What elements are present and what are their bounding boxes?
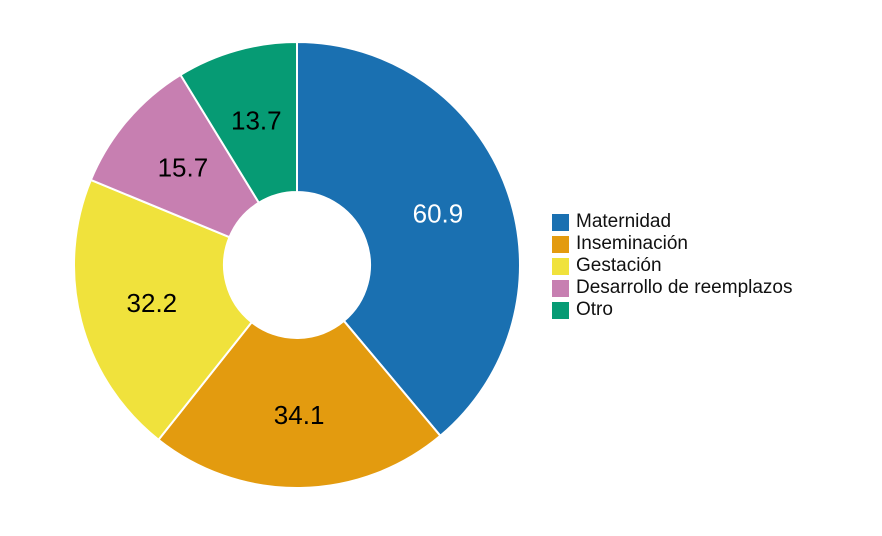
legend-label: Otro bbox=[576, 299, 613, 320]
slice-value-label: 60.9 bbox=[413, 199, 464, 229]
legend-item-maternidad: Maternidad bbox=[552, 211, 793, 232]
legend-swatch bbox=[552, 213, 569, 231]
pie-slice-gestacion bbox=[73, 178, 253, 441]
legend-swatch bbox=[552, 257, 569, 275]
slice-value-label: 34.1 bbox=[274, 400, 325, 430]
pie-slice-maternidad bbox=[296, 41, 521, 437]
slice-value-label: 32.2 bbox=[127, 288, 178, 318]
legend-swatch bbox=[552, 235, 569, 253]
slice-value-label: 15.7 bbox=[158, 153, 209, 183]
legend-label: Maternidad bbox=[576, 211, 672, 232]
legend: Maternidad Inseminación Gestación Desarroll… bbox=[552, 211, 793, 320]
pie-slice-inseminacion bbox=[157, 319, 442, 489]
legend-label: Gestación bbox=[576, 255, 662, 276]
legend-label: Inseminación bbox=[576, 233, 688, 254]
legend-swatch bbox=[552, 279, 569, 297]
legend-item-desarrollo-de-reemplazos: Desarrollo de reemplazos bbox=[552, 277, 793, 298]
legend-item-otro: Otro bbox=[552, 299, 793, 320]
pie-slice-otro bbox=[179, 41, 298, 204]
pie-slice-desarrollo-de-reemplazos bbox=[89, 73, 260, 239]
legend-item-inseminacion: Inseminación bbox=[552, 233, 793, 254]
legend-label: Desarrollo de reemplazos bbox=[576, 277, 793, 298]
slice-value-label: 13.7 bbox=[231, 106, 282, 136]
legend-item-gestacion: Gestación bbox=[552, 255, 793, 276]
legend-swatch bbox=[552, 301, 569, 319]
